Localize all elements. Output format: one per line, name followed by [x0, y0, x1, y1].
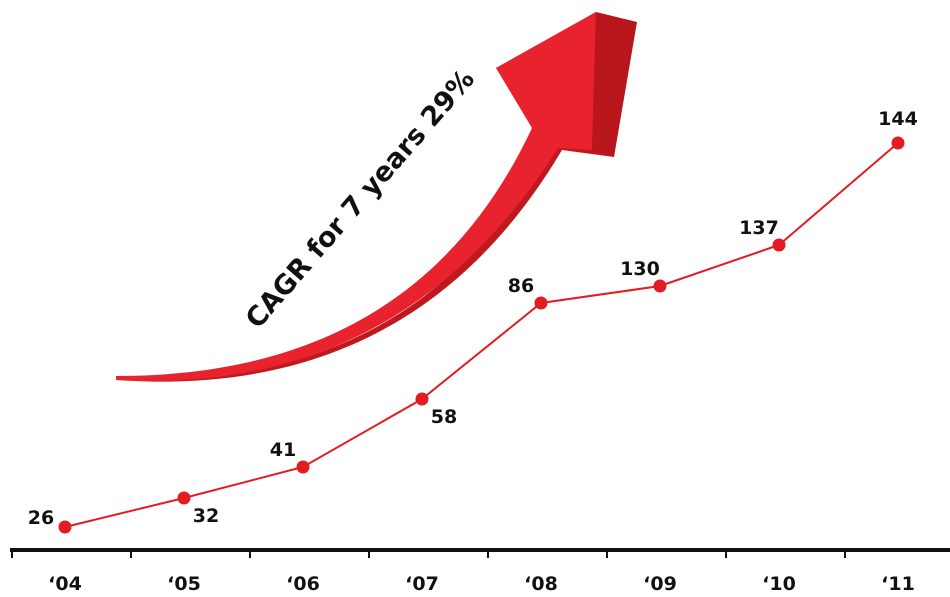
x-tick-label: ‘10	[762, 573, 796, 595]
data-point	[415, 392, 429, 406]
data-label: 86	[508, 275, 534, 297]
x-tick-label: ‘05	[167, 573, 201, 595]
data-point	[653, 279, 667, 293]
data-label: 26	[28, 507, 54, 529]
data-point	[58, 520, 72, 534]
x-axis-tick-labels: ‘04 ‘05 ‘06 ‘07 ‘08 ‘09 ‘10 ‘11	[48, 573, 915, 595]
data-label: 58	[431, 406, 457, 428]
data-point	[534, 296, 548, 310]
data-label: 144	[878, 108, 918, 130]
data-label: 137	[739, 217, 779, 239]
data-label: 32	[193, 505, 219, 527]
x-tick-label: ‘11	[881, 573, 915, 595]
x-tick-label: ‘06	[286, 573, 320, 595]
data-label: 41	[270, 439, 296, 461]
data-point	[891, 136, 905, 150]
x-tick-label: ‘07	[405, 573, 439, 595]
data-labels: 26 32 41 58 86 130 137 144	[28, 108, 918, 529]
series-line	[64, 142, 899, 528]
x-tick-label: ‘08	[524, 573, 558, 595]
x-axis-ticks	[11, 550, 846, 558]
x-tick-label: ‘04	[48, 573, 82, 595]
cagr-annotation: CAGR for 7 years 29%	[240, 64, 481, 335]
data-point	[296, 460, 310, 474]
growth-arrow-body	[116, 12, 596, 382]
growth-arrow-icon	[116, 12, 637, 382]
growth-arrow-head-shade	[592, 12, 637, 157]
x-tick-label: ‘09	[643, 573, 677, 595]
data-label: 130	[620, 258, 660, 280]
series-points	[58, 136, 905, 534]
data-point	[772, 238, 786, 252]
data-point	[177, 491, 191, 505]
